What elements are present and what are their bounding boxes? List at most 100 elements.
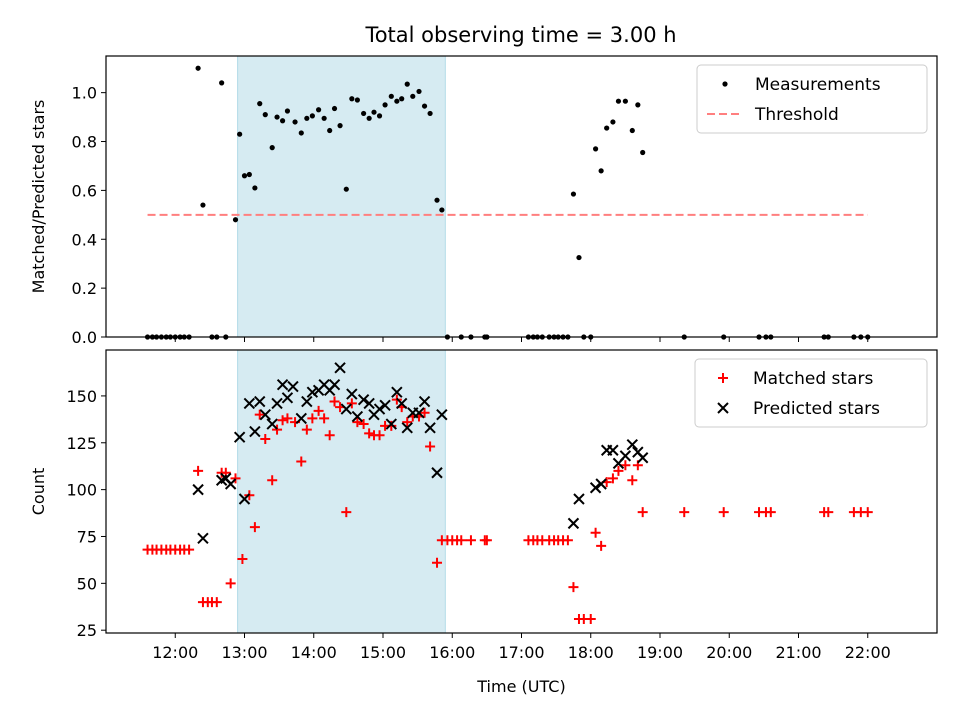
bottom-axes: 12:00 13:00 14:00 15:00 16:00 17:00 18:00 19:00…	[29, 349, 938, 696]
measurement-point	[635, 102, 641, 108]
matched-point	[184, 544, 195, 555]
measurement-point	[388, 93, 394, 99]
measurement-point	[331, 105, 338, 112]
matched-point	[596, 540, 607, 551]
matched-point	[211, 597, 222, 608]
matched-point	[324, 430, 335, 441]
x-tick-label: 12:00	[152, 643, 198, 662]
x-tick-label: 15:00	[360, 643, 406, 662]
measurement-point	[232, 217, 239, 223]
series-predicted-stars	[192, 362, 649, 545]
legend-label: Predicted stars	[753, 399, 880, 419]
y-tick-label: 100	[66, 481, 97, 500]
shaded-span	[237, 55, 446, 338]
matched-point	[862, 507, 873, 518]
legend-marker-dot	[722, 81, 728, 87]
matched-point	[627, 475, 638, 486]
y-tick-label: 0.0	[72, 328, 97, 347]
predicted-point	[626, 438, 639, 451]
predicted-point	[395, 397, 408, 410]
predicted-point	[595, 478, 607, 490]
predicted-point	[238, 493, 251, 505]
matched-point	[249, 522, 260, 533]
matched-point	[193, 465, 204, 476]
legend: Matched stars Predicted stars	[694, 358, 928, 428]
measurement-point	[274, 114, 280, 120]
measurement-point	[615, 98, 622, 104]
matched-point	[456, 535, 467, 546]
matched-point	[419, 407, 430, 418]
matched-point	[425, 441, 436, 452]
predicted-point	[424, 422, 436, 434]
matched-point	[620, 460, 631, 471]
predicted-point	[306, 386, 319, 398]
measurement-point	[382, 102, 388, 108]
predicted-point	[607, 444, 619, 456]
x-tick-label: 13:00	[221, 643, 267, 662]
measurement-point	[269, 145, 275, 151]
measurement-point	[246, 171, 252, 178]
matched-point	[301, 424, 312, 435]
matched-point	[260, 434, 271, 445]
legend-box	[694, 358, 928, 428]
matched-point	[481, 535, 492, 546]
measurement-point	[592, 146, 599, 152]
predicted-point	[254, 395, 266, 408]
predicted-point	[373, 403, 386, 415]
measurement-point	[195, 65, 201, 71]
measurement-point	[598, 168, 604, 174]
measurement-point	[610, 119, 616, 125]
x-tick-label: 17:00	[498, 643, 544, 662]
matched-point	[346, 398, 357, 409]
predicted-point	[249, 425, 261, 438]
measurement-point	[200, 202, 206, 208]
x-tick-label: 19:00	[637, 643, 683, 662]
measurement-point	[292, 119, 298, 125]
matched-point	[679, 507, 690, 518]
measurement-point	[394, 98, 400, 104]
y-tick-label: 1.0	[72, 84, 97, 103]
legend-label: Matched stars	[753, 369, 873, 389]
matched-point	[313, 405, 324, 416]
matched-point	[465, 535, 476, 546]
predicted-point	[573, 493, 585, 505]
measurement-point	[304, 115, 310, 121]
predicted-point	[436, 408, 448, 421]
measurement-point	[349, 96, 355, 102]
predicted-point	[567, 517, 580, 530]
x-tick-label: 18:00	[568, 643, 614, 662]
predicted-point	[619, 450, 632, 462]
predicted-point	[357, 393, 370, 406]
matched-point	[562, 535, 573, 546]
matched-point	[352, 417, 363, 428]
predicted-point	[401, 422, 413, 434]
legend-label: Threshold	[754, 105, 839, 125]
matched-point	[358, 419, 369, 430]
measurement-point	[219, 80, 225, 86]
predicted-point	[233, 431, 246, 443]
matched-point	[718, 507, 729, 518]
matched-point	[272, 424, 283, 435]
matched-point	[296, 456, 307, 467]
y-axis-label: Matched/Predicted stars	[29, 100, 48, 294]
matched-point	[237, 553, 248, 564]
matched-point	[613, 465, 624, 476]
measurement-point	[640, 149, 646, 156]
measurement-point	[410, 93, 416, 99]
legend-box	[696, 64, 928, 134]
measurement-point	[399, 96, 405, 102]
legend-label: Measurements	[755, 75, 881, 95]
predicted-point	[334, 362, 346, 374]
measurement-point	[343, 186, 349, 192]
x-tick-label: 14:00	[291, 643, 337, 662]
matched-point	[590, 527, 601, 538]
predicted-point	[363, 397, 375, 410]
y-tick-label: 0.4	[72, 230, 97, 249]
predicted-point	[431, 467, 443, 479]
matched-point	[432, 557, 443, 568]
predicted-point	[340, 403, 353, 415]
measurement-point	[371, 109, 377, 115]
predicted-point	[243, 397, 256, 410]
predicted-point	[351, 410, 364, 423]
predicted-point	[589, 482, 602, 494]
